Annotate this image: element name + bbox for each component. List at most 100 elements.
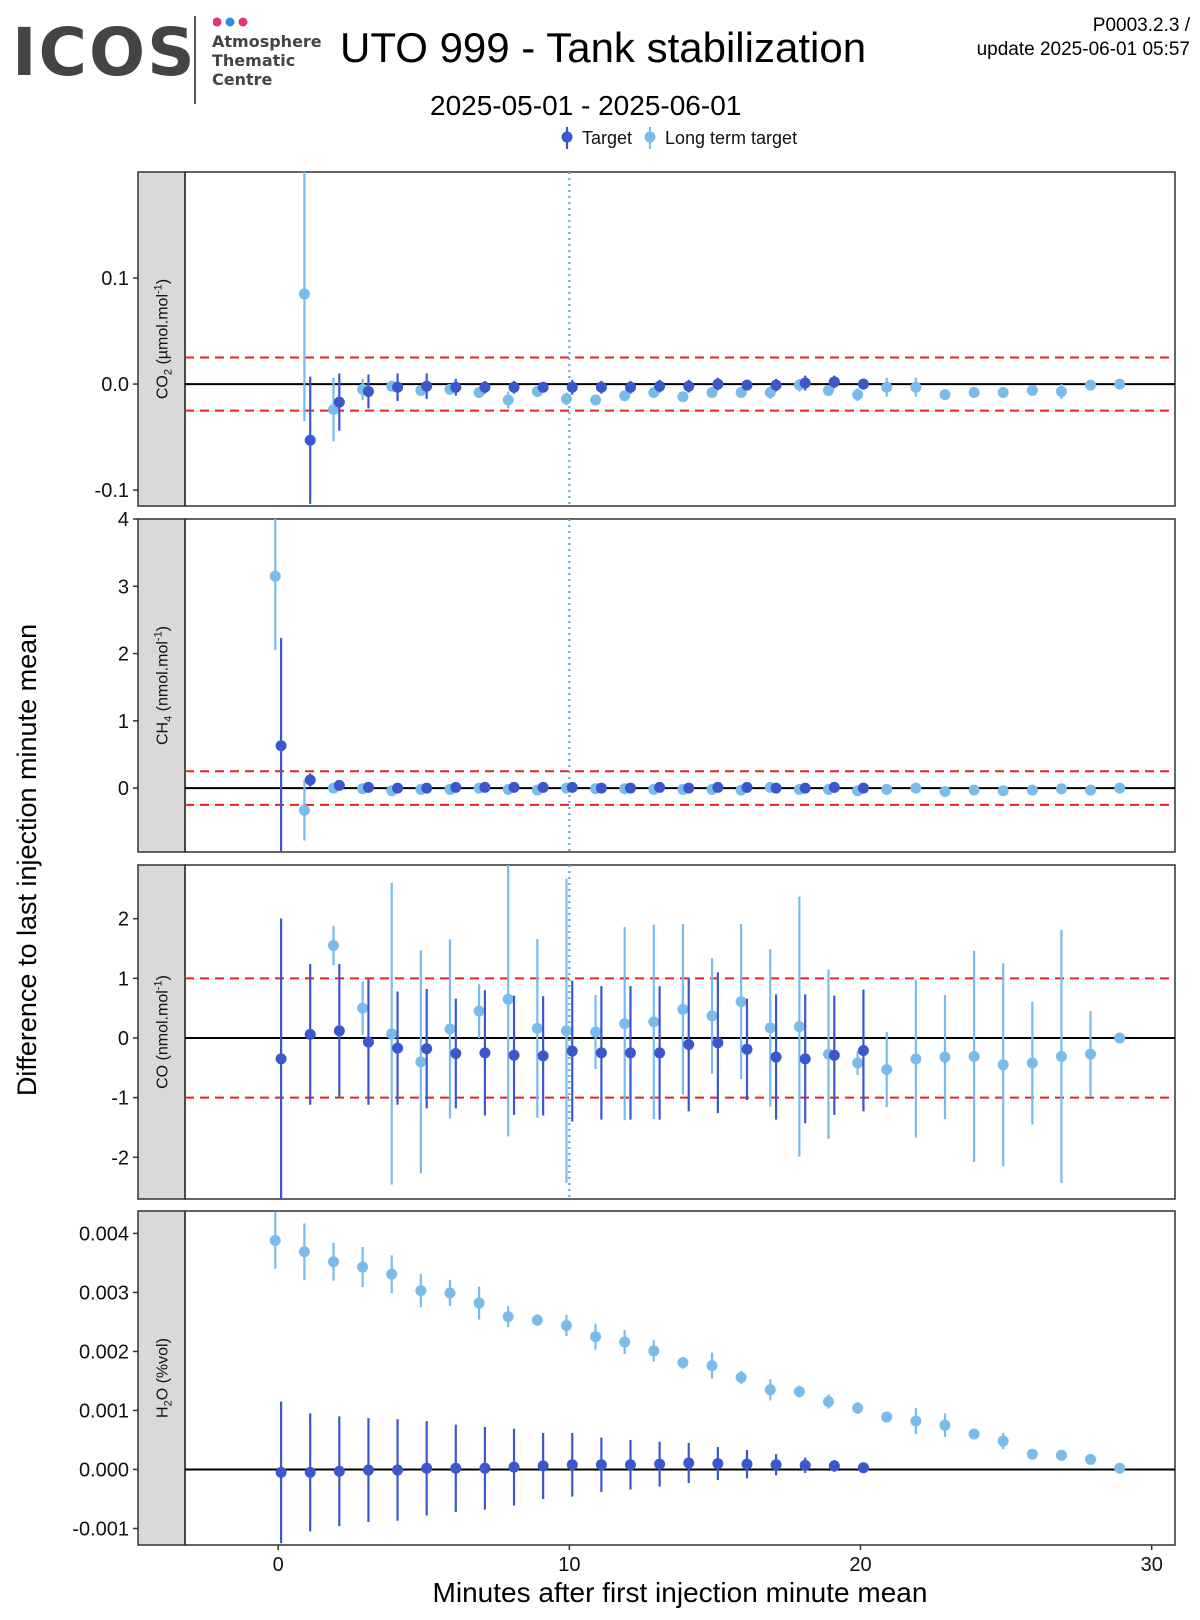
longterm-point — [910, 1053, 922, 1065]
target-point — [362, 1464, 374, 1476]
longterm-point — [328, 404, 339, 416]
longterm-point — [502, 394, 514, 406]
x-tick-label: 30 — [1141, 1554, 1163, 1576]
target-point — [275, 1466, 287, 1478]
panel-plot-area — [185, 865, 1175, 1199]
target-point — [566, 1459, 578, 1471]
longterm-point — [939, 389, 951, 401]
panel-border — [184, 1210, 1176, 1546]
target-point — [479, 1047, 491, 1059]
longterm-point — [1114, 378, 1126, 390]
target-point — [654, 1458, 666, 1470]
target-point — [654, 1047, 666, 1059]
longterm-point — [1055, 1449, 1067, 1461]
y-tick-label: -1 — [111, 1088, 129, 1110]
longterm-point — [1055, 783, 1067, 795]
longterm-point — [1026, 784, 1038, 796]
target-point — [566, 781, 578, 793]
target-point — [857, 1044, 869, 1056]
longterm-point — [764, 1022, 776, 1034]
longterm-point — [997, 1059, 1009, 1071]
logo-dot — [213, 17, 222, 27]
target-point — [304, 1466, 316, 1478]
target-point — [770, 1459, 782, 1471]
panel-border — [184, 864, 1176, 1200]
y-tick-label: 0.004 — [79, 1223, 129, 1245]
target-point — [362, 385, 374, 397]
target-point — [595, 782, 607, 794]
longterm-point — [328, 940, 339, 952]
longterm-point — [648, 1016, 660, 1028]
longterm-point — [735, 1371, 747, 1383]
panel-strip-label: CH4 (nmol.mol-1) — [153, 626, 175, 745]
y-tick-label: 2 — [118, 644, 129, 666]
longterm-point — [502, 1311, 514, 1323]
target-point — [392, 1042, 404, 1054]
longterm-point — [590, 1331, 602, 1343]
longterm-point — [823, 1396, 834, 1408]
longterm-point — [764, 387, 776, 399]
target-point — [595, 1047, 607, 1059]
x-tick-label: 0 — [273, 1554, 284, 1576]
target-point — [770, 782, 782, 794]
y-tick-label: 0.000 — [79, 1459, 129, 1481]
legend-key-point — [561, 131, 573, 143]
longterm-point — [560, 1025, 572, 1037]
legend-label: Long term target — [665, 128, 797, 148]
target-point — [683, 782, 695, 794]
longterm-point — [1055, 385, 1067, 397]
longterm-point — [881, 783, 893, 795]
target-point — [799, 782, 811, 794]
strip-label-part: (µmol.mol — [155, 294, 172, 369]
longterm-point — [881, 1064, 893, 1076]
longterm-point — [677, 1003, 689, 1015]
longterm-point — [560, 393, 572, 405]
y-tick-label: 1 — [118, 711, 129, 733]
target-point — [741, 781, 753, 793]
target-point — [508, 781, 520, 793]
x-tick-label: 10 — [558, 1554, 580, 1576]
target-point — [508, 381, 520, 393]
logo-subtitle: Atmosphere Thematic Centre — [212, 32, 322, 89]
longterm-point — [881, 381, 893, 393]
longterm-point — [386, 1268, 398, 1280]
strip-label-part: ) — [155, 975, 172, 980]
target-point — [362, 1036, 374, 1048]
longterm-point — [852, 389, 864, 401]
longterm-point — [386, 1028, 398, 1040]
target-point — [828, 1049, 840, 1061]
longterm-point — [910, 381, 922, 393]
longterm-point — [298, 1246, 310, 1258]
longterm-point — [415, 1285, 427, 1297]
target-point — [508, 1049, 520, 1061]
target-point — [304, 1028, 316, 1040]
panel: CO2 (µmol.mol-1) 0.1 0.0 -0.1 — [95, 171, 1176, 507]
target-point — [479, 781, 491, 793]
longterm-point — [619, 1336, 631, 1348]
logo-sub-line: Atmosphere — [212, 32, 322, 51]
longterm-point — [357, 1002, 369, 1014]
target-point — [799, 377, 811, 389]
longterm-point — [1026, 1448, 1038, 1460]
strip-label-part: (nmol.mol — [155, 641, 172, 716]
target-point — [275, 740, 287, 752]
icos-logo-word: ICOS — [12, 14, 197, 91]
longterm-point — [997, 1435, 1009, 1447]
target-point — [304, 774, 316, 786]
y-tick-label: 0.001 — [79, 1400, 129, 1422]
longterm-point — [357, 1261, 369, 1273]
x-tick-label: 20 — [849, 1554, 871, 1576]
longterm-point — [1085, 784, 1097, 796]
page-title: UTO 999 - Tank stabilization — [340, 24, 867, 71]
strip-label-part: CH — [155, 722, 172, 745]
target-point — [712, 378, 724, 390]
longterm-point — [560, 1319, 572, 1331]
target-point — [566, 381, 578, 393]
version-label: P0003.2.3 / — [1092, 15, 1190, 36]
strip-label-part: O (%vol) — [155, 1338, 172, 1400]
strip-label-part: CO (nmol.mol — [155, 990, 172, 1089]
longterm-point — [735, 387, 747, 399]
y-tick-label: 3 — [118, 576, 129, 598]
target-point — [799, 1459, 811, 1471]
update-label: update 2025-06-01 05:57 — [976, 39, 1190, 60]
